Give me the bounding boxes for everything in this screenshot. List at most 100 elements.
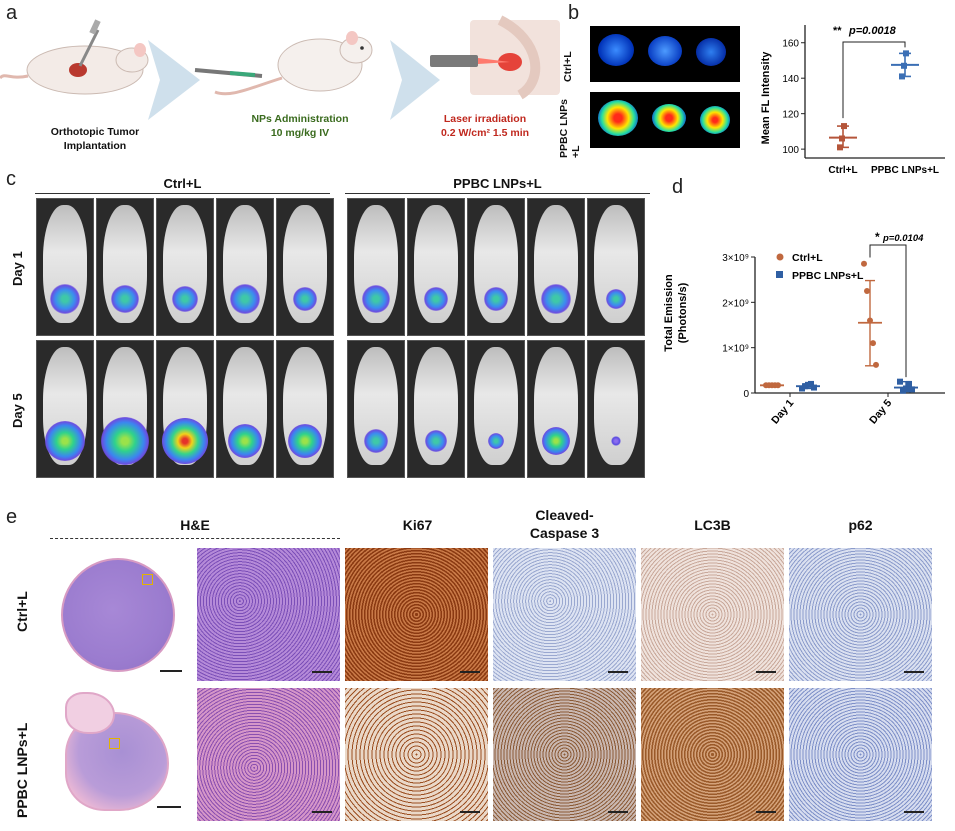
mouse-image xyxy=(276,198,334,336)
scale-bar xyxy=(904,671,924,673)
step-3-line2: 0.2 W/cm² 1.5 min xyxy=(440,127,530,139)
chart-b-ylabel: Mean FL Intensity xyxy=(760,51,772,145)
chart-d-point xyxy=(870,340,876,347)
histology-image xyxy=(197,548,340,681)
mouse-image xyxy=(156,340,214,478)
col-label-he: H&E xyxy=(180,517,210,533)
chart-d-significance-bracket xyxy=(869,244,907,378)
bioluminescence-signal xyxy=(228,424,262,458)
mouse-image xyxy=(407,198,465,336)
bioluminescence-signal xyxy=(488,433,504,449)
chart-b-ytick-label: 140 xyxy=(782,74,799,85)
col-label-lc3b: LC3B xyxy=(694,517,731,533)
chart-b-xtick-label: Ctrl+L xyxy=(828,165,857,176)
chart-b-point xyxy=(841,123,847,130)
step-2-line2: 10 mg/kg IV xyxy=(270,127,330,139)
step-laser-caption: Laser irradiation 0.2 W/cm² 1.5 min xyxy=(420,112,550,140)
scale-bar xyxy=(904,811,924,813)
he-whole-slide-ctrl xyxy=(45,548,190,683)
chart-d-point xyxy=(873,361,879,368)
row-label-ppbc: PPBC LNPs+L xyxy=(14,722,30,818)
col-label-ki67: Ki67 xyxy=(402,517,433,533)
bioluminescence-signal xyxy=(293,287,317,311)
chart-b-point xyxy=(899,73,905,80)
mouse-image xyxy=(216,340,274,478)
chart-d-legend-label: Ctrl+L xyxy=(792,252,823,264)
mouse-image xyxy=(407,340,465,478)
chart-b-annotation-p: p=0.0018 xyxy=(848,25,897,37)
chart-d-point xyxy=(867,317,873,324)
chart-b-point xyxy=(903,50,909,57)
mouse-image xyxy=(36,340,94,478)
mouse-implantation-icon xyxy=(0,19,149,95)
mouse-silhouette xyxy=(593,347,639,465)
step-implantation-caption: Orthotopic Tumor Implantation xyxy=(30,125,160,153)
chart-d-ytick-label: 3×10⁹ xyxy=(722,253,749,264)
bioluminescence-signal xyxy=(364,429,388,453)
chart-d-point xyxy=(906,380,912,387)
mouse-administration-icon xyxy=(194,31,373,96)
laser-irradiation-icon xyxy=(430,15,560,100)
panel-b-letter: b xyxy=(568,2,580,24)
chart-d-legend-marker xyxy=(776,271,783,278)
step-1-line1: Orthotopic Tumor xyxy=(50,126,140,138)
chart-d-point xyxy=(811,384,817,391)
chart-d-point xyxy=(864,288,870,294)
he-whole-slide-ppbc xyxy=(45,690,190,820)
bioluminescence-signal xyxy=(288,424,322,458)
chart-d-legend-marker xyxy=(776,253,784,261)
chart-d-ylabel-2: (Photons/s) xyxy=(677,282,689,343)
col-label-caspase-1: Cleaved- xyxy=(535,507,594,523)
bioluminescence-signal xyxy=(542,427,570,455)
panel-a-schematic xyxy=(0,0,560,170)
bioluminescence-signal xyxy=(362,285,390,313)
mouse-image xyxy=(156,198,214,336)
col-label-p62: p62 xyxy=(848,517,873,533)
mean-fl-intensity-chart: Mean FL Intensity ** p=0.0018 100 120 140 1… xyxy=(760,25,945,176)
scale-bar xyxy=(756,671,776,673)
step-administration-caption: NPs Administration 10 mg/kg IV xyxy=(230,112,370,140)
mouse-image xyxy=(36,198,94,336)
chart-d-ylabel-1: Total Emission xyxy=(663,274,675,352)
mouse-image xyxy=(587,340,645,478)
chart-b-point xyxy=(839,135,845,142)
bioluminescence-signal xyxy=(230,284,260,314)
chart-b-ytick-label: 160 xyxy=(782,39,799,50)
chart-b-xtick-label: PPBC LNPs+L xyxy=(871,165,939,176)
histology-image xyxy=(789,548,932,681)
scale-bar xyxy=(312,671,332,673)
fluorescence-image-ctrl xyxy=(590,26,740,82)
panel-c-group-ctrl: Ctrl+L xyxy=(163,176,202,191)
panel-b-row-label-ctrl: Ctrl+L xyxy=(562,51,574,82)
panel-d-letter: d xyxy=(672,176,684,198)
bioluminescence-signal xyxy=(484,287,508,311)
scale-bar xyxy=(312,811,332,813)
mouse-image xyxy=(276,340,334,478)
panel-c-row-day5: Day 5 xyxy=(10,393,25,428)
chart-d-ytick-label: 1×10⁹ xyxy=(722,344,749,355)
bioluminescence-signal xyxy=(606,289,626,309)
he-underline xyxy=(50,538,340,539)
mouse-image xyxy=(347,340,405,478)
histology-image xyxy=(789,688,932,821)
step-2-line1: NPs Administration xyxy=(251,113,349,125)
scale-bar xyxy=(608,811,628,813)
mouse-image xyxy=(467,198,525,336)
panel-c-letter: c xyxy=(6,168,16,190)
mouse-image xyxy=(216,198,274,336)
mouse-image xyxy=(587,198,645,336)
chart-d-xtick-label: Day 5 xyxy=(867,397,894,426)
chart-d-point xyxy=(897,378,903,385)
bioluminescence-signal xyxy=(50,284,80,314)
bioluminescence-signal xyxy=(425,430,447,452)
histology-image xyxy=(197,688,340,821)
mouse-image xyxy=(347,198,405,336)
chart-b-point xyxy=(901,62,907,69)
bioluminescence-signal xyxy=(541,284,571,314)
col-label-caspase-2: Caspase 3 xyxy=(529,525,600,541)
mouse-image xyxy=(527,198,585,336)
bioluminescence-signal xyxy=(172,286,198,312)
mouse-image xyxy=(467,340,525,478)
histology-image xyxy=(641,548,784,681)
chart-d-annotation-p: p=0.0104 xyxy=(882,233,924,244)
